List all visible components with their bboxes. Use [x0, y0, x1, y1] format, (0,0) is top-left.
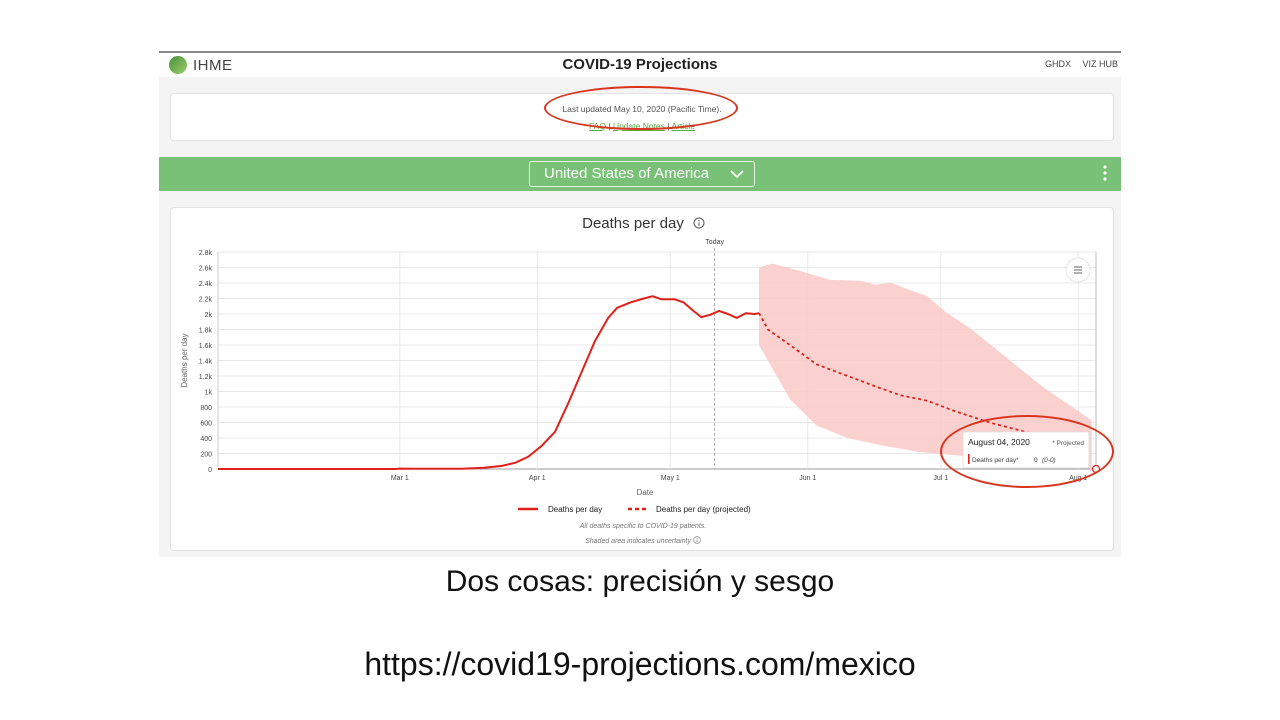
- y-tick-label: 1.8k: [199, 328, 213, 335]
- chart-note-1: All deaths specific to COVID-19 patients…: [579, 523, 707, 530]
- y-tick-label: 1.6k: [199, 343, 213, 350]
- tooltip-label: Deaths per day*: [972, 457, 1019, 464]
- ihme-logo[interactable]: IHME: [169, 55, 233, 75]
- y-tick-label: 1.4k: [199, 359, 213, 366]
- tooltip-date: August 04, 2020: [968, 437, 1030, 447]
- last-updated-text: Last updated May 10, 2020 (Pacific Time)…: [562, 104, 722, 114]
- y-tick-label: 2k: [205, 312, 213, 319]
- link-separator: |: [608, 121, 611, 131]
- logo-text: IHME: [193, 56, 233, 74]
- update-card: Last updated May 10, 2020 (Pacific Time)…: [170, 93, 1114, 141]
- y-tick-label: 400: [200, 436, 212, 443]
- tooltip-range: (0-0): [1042, 457, 1056, 464]
- nav-ghdx[interactable]: GHDX: [1044, 59, 1071, 69]
- chart-tooltip: August 04, 2020 * Projected Deaths per day…: [962, 431, 1090, 469]
- y-tick-label: 800: [200, 405, 212, 412]
- series-line-projected: [758, 312, 1092, 447]
- y-tick-label: 1k: [205, 390, 213, 397]
- chart-legend: Deaths per day Deaths per day (projected): [518, 505, 751, 514]
- x-tick-label: Aug 1: [1069, 475, 1087, 482]
- top-nav: GHDX VIZ HUB: [1036, 59, 1118, 69]
- tooltip-tag: * Projected: [1052, 440, 1084, 447]
- article-link[interactable]: Article: [671, 121, 696, 131]
- chart-note-2-text: Shaded area indicates uncertainty: [585, 538, 691, 545]
- chart-title: Deaths per day: [582, 215, 684, 232]
- link-separator: |: [667, 121, 670, 131]
- x-tick-label: Apr 1: [529, 475, 546, 482]
- x-axis-label: Date: [637, 488, 654, 497]
- y-tick-label: 1.2k: [199, 374, 213, 381]
- y-tick-label: 200: [200, 452, 212, 459]
- hover-point: [1091, 464, 1101, 474]
- app-title: COVID-19 Projections: [562, 56, 718, 73]
- chart-note-2: Shaded area indicates uncertainty: [171, 536, 1115, 545]
- country-select[interactable]: United States of America: [529, 161, 755, 187]
- slide-url: https://covid19-projections.com/mexico: [364, 646, 916, 682]
- y-tick-label: 2.6k: [199, 266, 213, 273]
- y-tick-label: 2.4k: [199, 281, 213, 288]
- tooltip-value: 0: [1034, 457, 1038, 464]
- top-bar: IHME COVID-19 Projections GHDX VIZ HUB: [159, 53, 1121, 77]
- chart-menu-icon[interactable]: [1065, 257, 1091, 283]
- more-options-icon[interactable]: [1103, 164, 1107, 182]
- info-icon[interactable]: [693, 536, 701, 545]
- y-tick-label: 0: [208, 467, 212, 474]
- title-info-icon-dot: [698, 220, 700, 222]
- x-tick-label: Jun 1: [799, 475, 816, 482]
- today-label: Today: [705, 239, 724, 246]
- chevron-down-icon: [730, 162, 744, 193]
- series-line-deaths: [218, 295, 760, 470]
- deaths-chart: Deaths per day 0 200 400 600 800 1k 1.2k 1.4k 1.6…: [180, 215, 1101, 514]
- y-axis-label: Deaths per day: [180, 333, 189, 387]
- ihme-logo-icon: [169, 56, 187, 74]
- tooltip-marker: [968, 454, 970, 464]
- country-select-value: United States of America: [544, 165, 710, 182]
- update-links: FAQ | Update Notes | Article: [171, 121, 1113, 131]
- location-bar: United States of America: [159, 157, 1121, 191]
- slide-caption: Dos cosas: precisión y sesgo: [445, 565, 835, 598]
- nav-viz-hub[interactable]: VIZ HUB: [1082, 59, 1118, 69]
- screenshot-panel: IHME COVID-19 Projections GHDX VIZ HUB L…: [159, 51, 1121, 557]
- legend-label-projected: Deaths per day (projected): [656, 505, 751, 514]
- x-tick-label: Mar 1: [391, 475, 409, 482]
- x-tick-label: Jul 1: [933, 475, 948, 482]
- faq-link[interactable]: FAQ: [588, 121, 606, 131]
- chart-card: Deaths per day 0 200 400 600 800 1k 1.2k 1.4k 1.6…: [170, 207, 1114, 551]
- y-tick-label: 600: [200, 421, 212, 428]
- y-tick-label: 2.2k: [199, 297, 213, 304]
- uncertainty-band: [759, 263, 1092, 469]
- update-notes-link[interactable]: Update Notes: [612, 121, 665, 131]
- y-tick-label: 2.8k: [199, 250, 213, 257]
- x-tick-label: May 1: [661, 475, 680, 482]
- title-info-icon-circle: [693, 217, 705, 229]
- legend-label-deaths: Deaths per day: [548, 505, 602, 514]
- title-info-icon: [693, 217, 705, 229]
- tooltip-box: [962, 431, 1090, 469]
